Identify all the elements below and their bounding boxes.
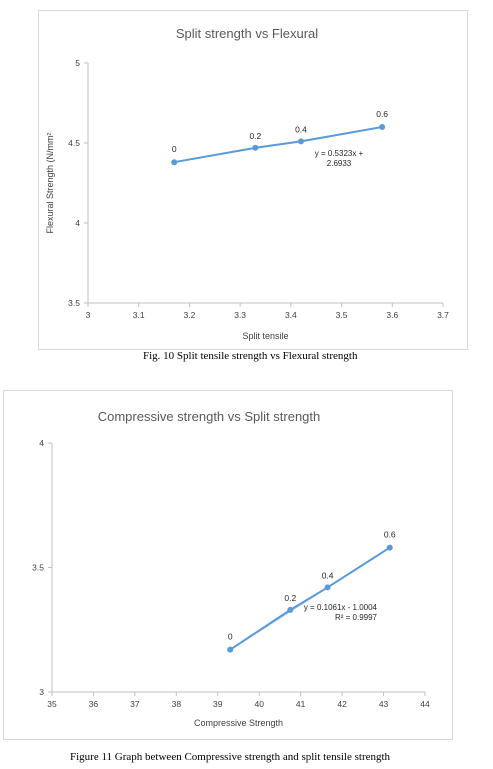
chart-2-svg: Compressive strength vs Split strength 35…	[32, 409, 430, 728]
x-axis-label: Compressive Strength	[194, 718, 283, 728]
data-label: 0.2	[284, 593, 296, 603]
chart-compressive-vs-split: Compressive strength vs Split strength 35…	[3, 390, 453, 740]
data-label: 0.4	[322, 570, 334, 580]
data-point	[252, 144, 259, 151]
data-label: 0.6	[376, 109, 388, 119]
data-point	[171, 159, 178, 166]
data-label: 0	[228, 632, 233, 642]
y-axis-label: Flexural Strength (N/mm²	[45, 132, 55, 233]
data-point	[227, 646, 234, 653]
trendline-equation: 2.6933	[327, 159, 352, 168]
data-point	[287, 606, 294, 613]
trendline-equation: y = 0.5323x +	[315, 149, 364, 158]
data-label: 0.6	[384, 530, 396, 540]
x-tick-label: 40	[254, 699, 264, 709]
x-tick-label: 3.5	[336, 310, 348, 320]
y-tick-label: 5	[75, 58, 80, 68]
chart-title: Split strength vs Flexural	[176, 26, 318, 41]
y-tick-label: 3.5	[32, 563, 44, 573]
y-tick-label: 4	[75, 218, 80, 228]
x-tick-label: 37	[130, 699, 140, 709]
figure-10-caption: Fig. 10 Split tensile strength vs Flexur…	[143, 350, 358, 362]
x-tick-label: 43	[379, 699, 389, 709]
x-tick-label: 3.3	[234, 310, 246, 320]
x-tick-label: 3.1	[133, 310, 145, 320]
chart-split-vs-flexural: Split strength vs Flexural 3 3.1 3.2 3.3 3.4 3…	[38, 10, 468, 350]
y-tick-label: 3.5	[68, 298, 80, 308]
data-label: 0.4	[295, 124, 307, 134]
x-tick-label: 41	[296, 699, 306, 709]
x-tick-label: 3.2	[184, 310, 196, 320]
figure-11-caption: Figure 11 Graph between Compressive stre…	[70, 751, 391, 763]
x-tick-label: 3.4	[285, 310, 297, 320]
x-tick-label: 36	[89, 699, 99, 709]
chart-title: Compressive strength vs Split strength	[98, 409, 321, 424]
data-label: 0	[172, 144, 177, 154]
data-point	[386, 544, 393, 551]
chart-1-svg: Split strength vs Flexural 3 3.1 3.2 3.3 3.4 3…	[45, 26, 449, 341]
data-point	[324, 584, 331, 591]
x-tick-label: 3.7	[437, 310, 449, 320]
x-tick-label: 35	[47, 699, 57, 709]
y-tick-label: 3	[39, 687, 44, 697]
x-tick-label: 3	[86, 310, 91, 320]
data-point	[379, 124, 386, 130]
data-point	[298, 138, 304, 145]
y-tick-label: 4	[39, 438, 44, 448]
trendline-equation: R² = 0.9997	[335, 613, 378, 622]
trendline	[174, 126, 383, 163]
trendline	[229, 547, 391, 651]
x-tick-label: 44	[420, 699, 430, 709]
data-label: 0.2	[249, 131, 261, 141]
x-axis-label: Split tensile	[242, 331, 288, 341]
trendline-equation: y = 0.1061x - 1.0004	[304, 603, 378, 612]
x-tick-label: 42	[337, 699, 347, 709]
y-tick-label: 4.5	[68, 138, 80, 148]
x-tick-label: 38	[172, 699, 182, 709]
x-tick-label: 3.6	[386, 310, 398, 320]
x-tick-label: 39	[213, 699, 223, 709]
